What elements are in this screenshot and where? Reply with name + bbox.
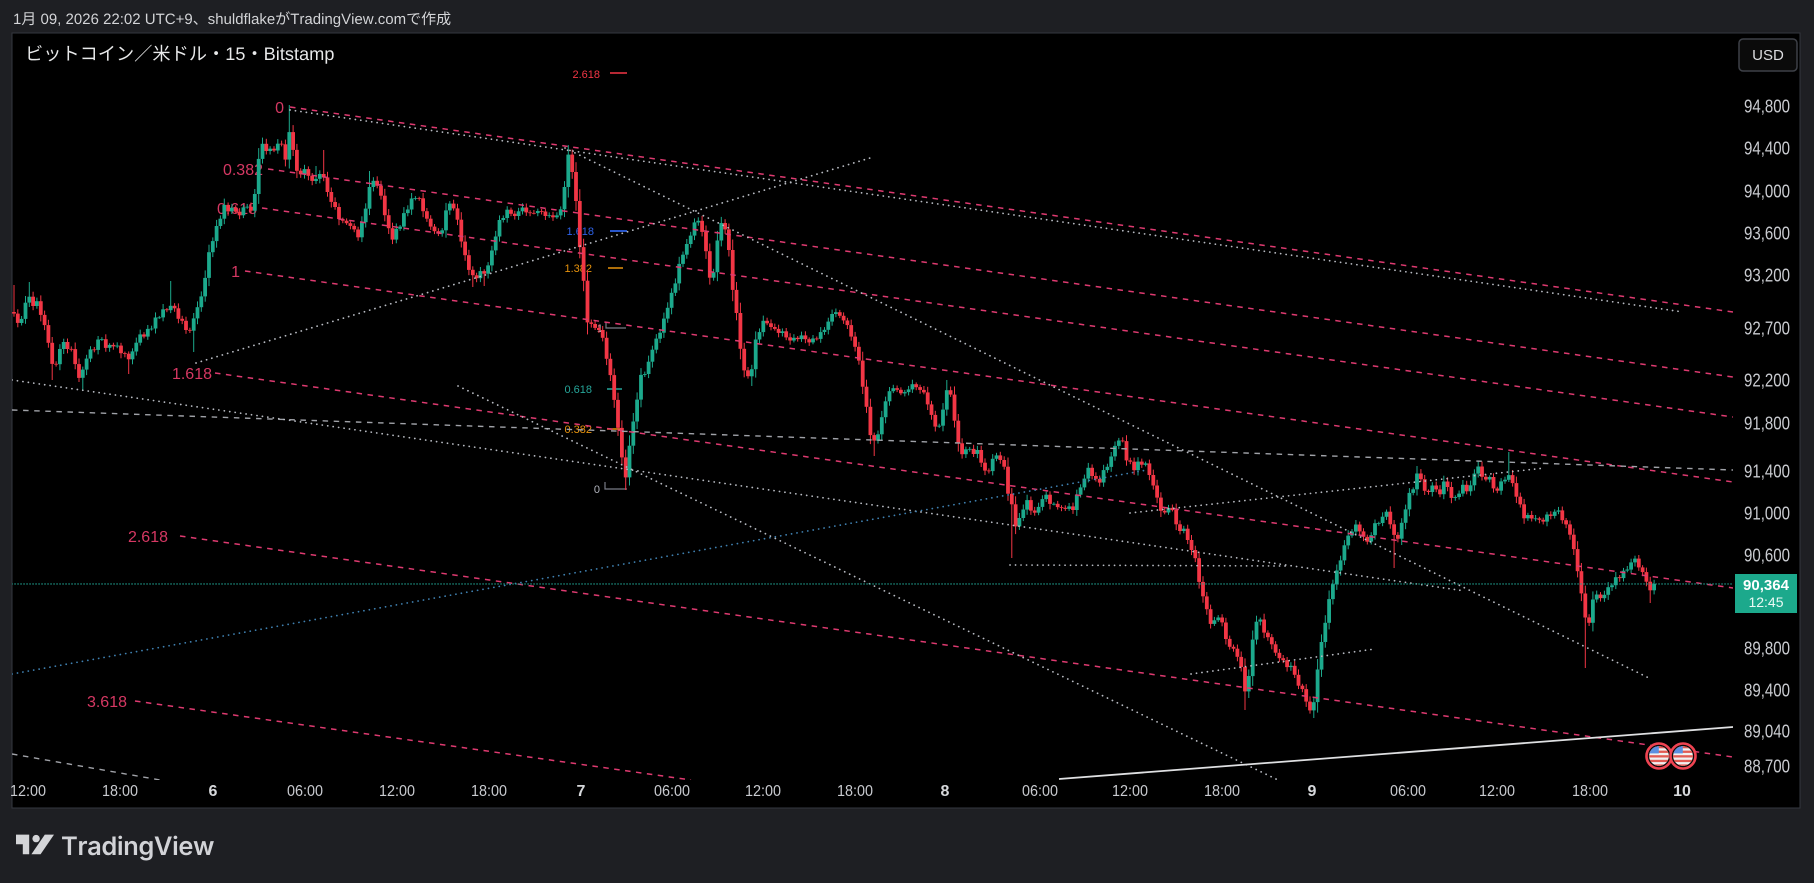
svg-text:8: 8 (941, 783, 950, 800)
svg-text:91,400: 91,400 (1744, 462, 1790, 482)
svg-text:1: 1 (231, 264, 240, 281)
svg-text:9: 9 (1308, 783, 1317, 800)
svg-text:12:00: 12:00 (1112, 783, 1148, 800)
svg-text:18:00: 18:00 (471, 783, 507, 800)
svg-text:89,040: 89,040 (1744, 722, 1790, 742)
svg-text:12:00: 12:00 (745, 783, 781, 800)
svg-text:06:00: 06:00 (1390, 783, 1426, 800)
svg-text:2.618: 2.618 (128, 529, 168, 546)
svg-text:0.618: 0.618 (564, 384, 592, 396)
svg-text:6: 6 (209, 783, 218, 800)
svg-text:18:00: 18:00 (1204, 783, 1240, 800)
svg-text:12:00: 12:00 (10, 783, 46, 800)
svg-text:12:00: 12:00 (1479, 783, 1515, 800)
svg-text:12:00: 12:00 (379, 783, 415, 800)
svg-text:0.382: 0.382 (223, 162, 263, 179)
svg-text:3.618: 3.618 (87, 694, 127, 711)
svg-text:12:45: 12:45 (1748, 594, 1783, 610)
svg-text:10: 10 (1673, 783, 1691, 800)
svg-text:94,400: 94,400 (1744, 139, 1790, 159)
svg-text:06:00: 06:00 (1022, 783, 1058, 800)
svg-text:89,400: 89,400 (1744, 681, 1790, 701)
svg-text:91,000: 91,000 (1744, 504, 1790, 524)
svg-text:89,800: 89,800 (1744, 639, 1790, 659)
svg-text:2.618: 2.618 (572, 69, 600, 81)
svg-text:1.618: 1.618 (172, 366, 212, 383)
svg-text:94,000: 94,000 (1744, 182, 1790, 202)
svg-text:06:00: 06:00 (287, 783, 323, 800)
svg-text:0: 0 (594, 484, 600, 496)
svg-text:90,364: 90,364 (1743, 577, 1790, 594)
svg-text:93,600: 93,600 (1744, 224, 1790, 244)
svg-text:USD: USD (1752, 47, 1784, 64)
svg-text:88,700: 88,700 (1744, 757, 1790, 777)
svg-text:90,600: 90,600 (1744, 546, 1790, 566)
svg-text:93,200: 93,200 (1744, 266, 1790, 286)
svg-text:91,800: 91,800 (1744, 414, 1790, 434)
svg-text:7: 7 (577, 783, 586, 800)
svg-text:92,700: 92,700 (1744, 319, 1790, 339)
svg-text:0: 0 (275, 100, 284, 117)
svg-text:06:00: 06:00 (654, 783, 690, 800)
svg-text:18:00: 18:00 (102, 783, 138, 800)
svg-text:18:00: 18:00 (1572, 783, 1608, 800)
svg-text:18:00: 18:00 (837, 783, 873, 800)
svg-text:92,200: 92,200 (1744, 371, 1790, 391)
svg-text:94,800: 94,800 (1744, 97, 1790, 117)
